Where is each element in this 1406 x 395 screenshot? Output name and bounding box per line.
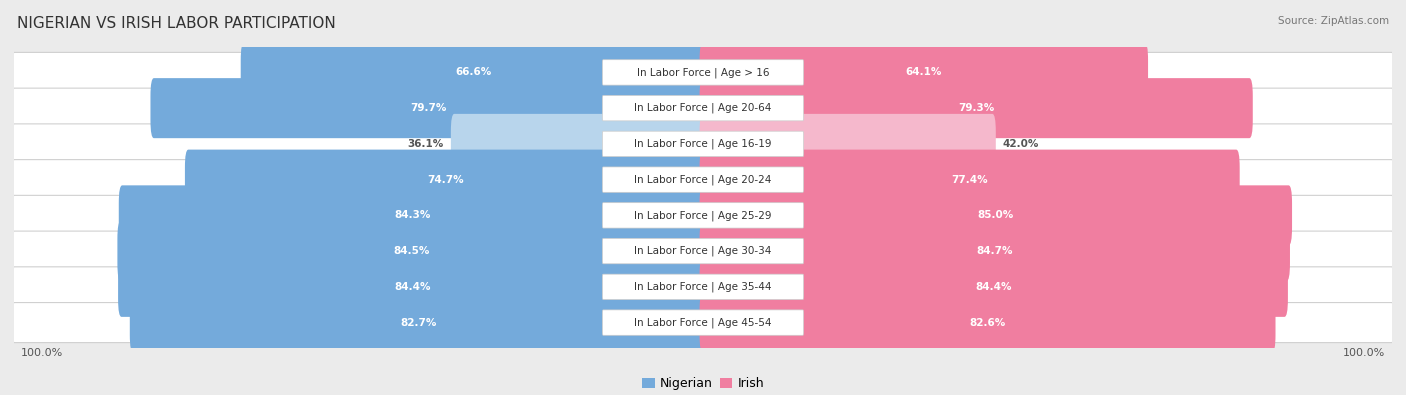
Text: NIGERIAN VS IRISH LABOR PARTICIPATION: NIGERIAN VS IRISH LABOR PARTICIPATION xyxy=(17,16,336,31)
FancyBboxPatch shape xyxy=(700,150,1240,210)
Text: 84.4%: 84.4% xyxy=(976,282,1012,292)
Text: 82.7%: 82.7% xyxy=(399,318,436,327)
FancyBboxPatch shape xyxy=(602,203,804,228)
Text: 82.6%: 82.6% xyxy=(969,318,1005,327)
Text: 100.0%: 100.0% xyxy=(21,348,63,357)
FancyBboxPatch shape xyxy=(602,167,804,192)
FancyBboxPatch shape xyxy=(700,185,1292,245)
FancyBboxPatch shape xyxy=(150,78,706,138)
FancyBboxPatch shape xyxy=(700,78,1253,138)
Text: 84.3%: 84.3% xyxy=(395,211,430,220)
FancyBboxPatch shape xyxy=(700,293,1275,353)
Text: 66.6%: 66.6% xyxy=(456,68,492,77)
FancyBboxPatch shape xyxy=(240,42,706,102)
FancyBboxPatch shape xyxy=(602,96,804,121)
Text: 84.5%: 84.5% xyxy=(394,246,430,256)
Text: 84.7%: 84.7% xyxy=(977,246,1012,256)
FancyBboxPatch shape xyxy=(13,160,1393,199)
FancyBboxPatch shape xyxy=(13,53,1393,92)
Legend: Nigerian, Irish: Nigerian, Irish xyxy=(637,372,769,395)
Text: In Labor Force | Age 16-19: In Labor Force | Age 16-19 xyxy=(634,139,772,149)
Text: In Labor Force | Age 20-24: In Labor Force | Age 20-24 xyxy=(634,174,772,185)
FancyBboxPatch shape xyxy=(129,293,706,353)
FancyBboxPatch shape xyxy=(118,257,706,317)
FancyBboxPatch shape xyxy=(13,267,1393,307)
Text: In Labor Force | Age 30-34: In Labor Force | Age 30-34 xyxy=(634,246,772,256)
Text: In Labor Force | Age 35-44: In Labor Force | Age 35-44 xyxy=(634,282,772,292)
Text: 84.4%: 84.4% xyxy=(394,282,430,292)
FancyBboxPatch shape xyxy=(602,310,804,335)
Text: 79.3%: 79.3% xyxy=(957,103,994,113)
Text: In Labor Force | Age 45-54: In Labor Force | Age 45-54 xyxy=(634,317,772,328)
Text: In Labor Force | Age > 16: In Labor Force | Age > 16 xyxy=(637,67,769,78)
Text: 42.0%: 42.0% xyxy=(1002,139,1039,149)
FancyBboxPatch shape xyxy=(13,231,1393,271)
Text: 64.1%: 64.1% xyxy=(905,68,942,77)
FancyBboxPatch shape xyxy=(13,124,1393,164)
FancyBboxPatch shape xyxy=(602,239,804,264)
FancyBboxPatch shape xyxy=(602,131,804,156)
Text: 100.0%: 100.0% xyxy=(1343,348,1385,357)
Text: 85.0%: 85.0% xyxy=(977,211,1014,220)
FancyBboxPatch shape xyxy=(451,114,706,174)
Text: In Labor Force | Age 25-29: In Labor Force | Age 25-29 xyxy=(634,210,772,221)
Text: Source: ZipAtlas.com: Source: ZipAtlas.com xyxy=(1278,16,1389,26)
Text: 36.1%: 36.1% xyxy=(408,139,444,149)
FancyBboxPatch shape xyxy=(186,150,706,210)
Text: In Labor Force | Age 20-64: In Labor Force | Age 20-64 xyxy=(634,103,772,113)
FancyBboxPatch shape xyxy=(602,60,804,85)
FancyBboxPatch shape xyxy=(700,257,1288,317)
FancyBboxPatch shape xyxy=(700,221,1289,281)
FancyBboxPatch shape xyxy=(117,221,706,281)
FancyBboxPatch shape xyxy=(700,42,1149,102)
FancyBboxPatch shape xyxy=(13,303,1393,342)
FancyBboxPatch shape xyxy=(13,88,1393,128)
Text: 74.7%: 74.7% xyxy=(427,175,464,184)
FancyBboxPatch shape xyxy=(118,185,706,245)
FancyBboxPatch shape xyxy=(700,114,995,174)
Text: 79.7%: 79.7% xyxy=(411,103,447,113)
Text: 77.4%: 77.4% xyxy=(952,175,988,184)
FancyBboxPatch shape xyxy=(13,196,1393,235)
FancyBboxPatch shape xyxy=(602,274,804,299)
